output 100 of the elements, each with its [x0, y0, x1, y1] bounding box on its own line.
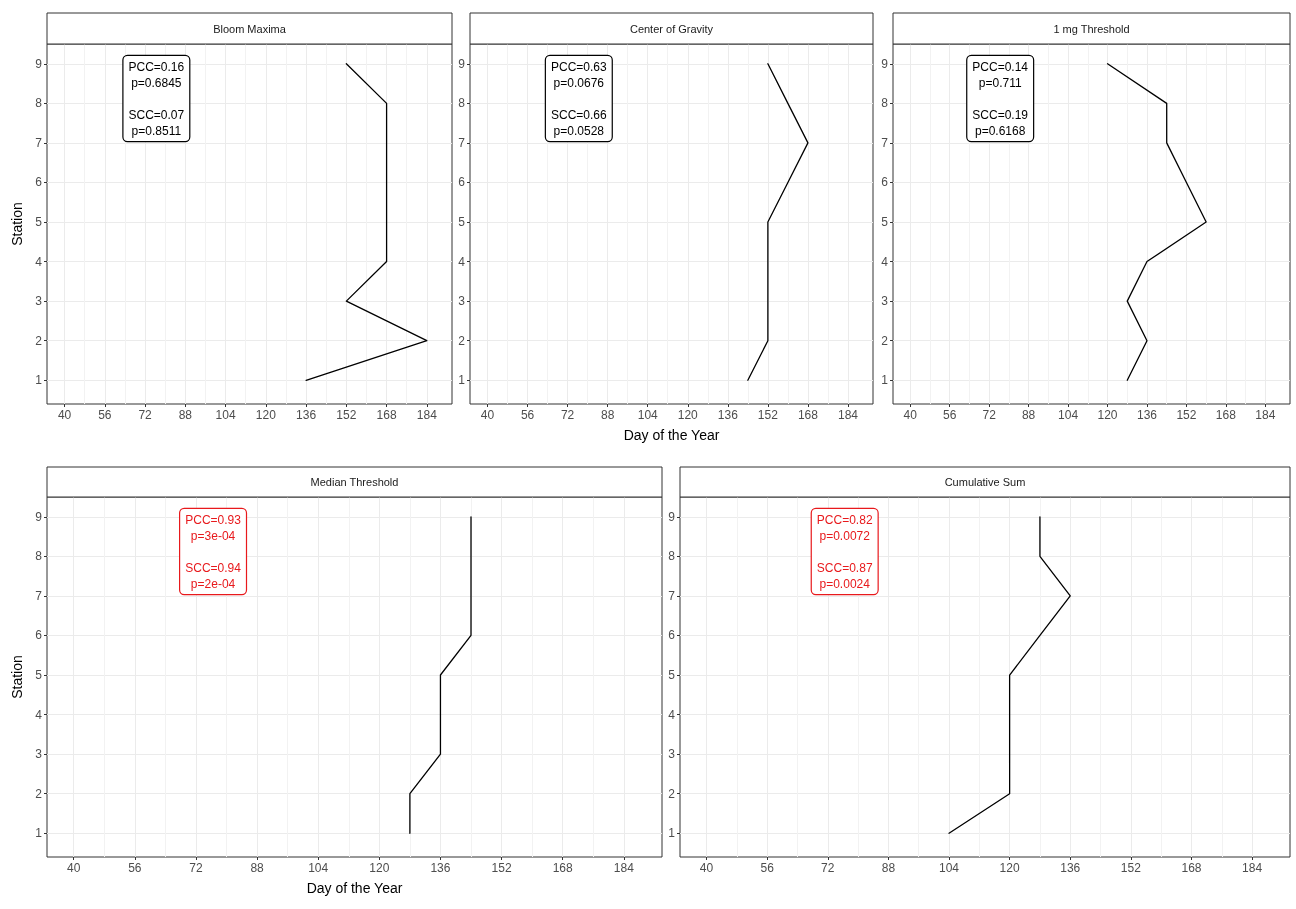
chart-title: 1 mg Threshold [1053, 22, 1130, 35]
y-tick-label: 3 [35, 294, 43, 309]
x-tick-label: 88 [881, 861, 896, 875]
y-tick-label: 7 [35, 135, 43, 150]
x-tick-label: 104 [1058, 408, 1079, 422]
y-tick-label: 5 [35, 215, 43, 230]
x-tick-label: 56 [98, 408, 112, 422]
x-tick-label: 104 [308, 861, 329, 875]
y-tick-label: 3 [881, 294, 889, 309]
x-tick-label: 184 [416, 408, 438, 422]
x-tick-label: 152 [336, 408, 357, 422]
x-tick-label: 120 [999, 861, 1020, 875]
y-tick-label: 4 [881, 254, 889, 269]
x-tick-label: 120 [677, 408, 699, 422]
x-axis-title: Day of the Year [623, 427, 720, 443]
x-tick-label: 56 [760, 861, 775, 875]
y-tick-label: 5 [458, 215, 466, 230]
x-tick-label: 136 [717, 408, 739, 422]
x-tick-label: 152 [1120, 861, 1142, 875]
y-tick-label: 6 [881, 175, 889, 190]
y-tick-label: 6 [458, 175, 466, 190]
x-tick-label: 168 [376, 408, 397, 422]
x-tick-label: 184 [1255, 408, 1276, 422]
y-tick-label: 2 [35, 786, 43, 801]
x-tick-label: 168 [552, 861, 574, 875]
x-tick-label: 120 [369, 861, 390, 875]
y-tick-label: 7 [881, 135, 889, 150]
x-tick-label: 136 [430, 861, 451, 875]
y-tick-label: 8 [35, 549, 43, 564]
x-tick-label: 104 [637, 408, 659, 422]
x-tick-label: 40 [903, 408, 918, 422]
x-axis-title: Day of the Year [306, 880, 403, 896]
text: PCC=0.16 p=0.6845 SCC=0.07 p=0.8511 [128, 60, 185, 138]
x-tick-label: 184 [1242, 861, 1263, 875]
x-tick-label: 184 [613, 861, 635, 875]
x-tick-label: 56 [520, 408, 535, 422]
chart-title: Center of Gravity [629, 22, 714, 35]
x-tick-label: 40 [57, 408, 72, 422]
y-tick-label: 4 [458, 254, 466, 269]
x-tick-label: 40 [480, 408, 495, 422]
y-tick-label: 1 [35, 826, 43, 841]
y-tick-label: 4 [35, 707, 43, 722]
y-tick-label: 9 [458, 56, 466, 71]
y-tick-label: 2 [35, 333, 43, 348]
x-tick-label: 104 [938, 861, 960, 875]
y-tick-label: 7 [35, 588, 43, 603]
x-tick-label: 72 [560, 408, 575, 422]
x-tick-label: 88 [600, 408, 615, 422]
y-tick-label: 6 [35, 628, 43, 643]
y-tick-label: 2 [458, 333, 466, 348]
x-tick-label: 88 [178, 408, 193, 422]
text: PCC=0.82 p=0.0072 SCC=0.87 p=0.0024 [816, 513, 873, 591]
x-tick-label: 72 [982, 408, 997, 422]
y-tick-label: 9 [35, 56, 43, 71]
y-tick-label: 8 [668, 549, 676, 564]
y-tick-label: 2 [881, 333, 889, 348]
x-tick-label: 168 [1215, 408, 1237, 422]
chart-title: Bloom Maxima [213, 22, 287, 35]
x-tick-label: 168 [797, 408, 819, 422]
x-tick-label: 184 [837, 408, 859, 422]
y-tick-label: 2 [668, 786, 676, 801]
y-tick-label: 9 [35, 509, 43, 524]
text: PCC=0.63 p=0.0676 SCC=0.66 p=0.0528 [550, 60, 607, 138]
x-tick-label: 152 [757, 408, 779, 422]
y-tick-label: 1 [668, 826, 676, 841]
y-tick-label: 5 [668, 668, 676, 683]
y-tick-label: 5 [35, 668, 43, 683]
y-tick-label: 1 [458, 373, 466, 388]
text: PCC=0.14 p=0.711 SCC=0.19 p=0.6168 [972, 60, 1029, 138]
text: PCC=0.93 p=3e-04 SCC=0.94 p=2e-04 [185, 513, 241, 591]
y-tick-label: 8 [458, 96, 466, 111]
y-tick-label: 6 [668, 628, 676, 643]
y-tick-label: 8 [881, 96, 889, 111]
y-tick-label: 4 [35, 254, 43, 269]
y-tick-label: 7 [668, 588, 676, 603]
chart-title: Cumulative Sum [944, 476, 1026, 488]
x-tick-label: 88 [250, 861, 265, 875]
y-tick-label: 3 [458, 294, 466, 309]
x-tick-label: 104 [215, 408, 236, 422]
x-tick-label: 72 [189, 861, 203, 875]
y-tick-label: 3 [668, 747, 676, 762]
y-tick-label: 9 [881, 56, 889, 71]
y-tick-label: 5 [881, 215, 889, 230]
y-tick-label: 4 [668, 707, 676, 722]
y-tick-label: 9 [668, 509, 676, 524]
x-tick-label: 136 [296, 408, 317, 422]
x-tick-label: 56 [128, 861, 142, 875]
x-tick-label: 120 [1097, 408, 1118, 422]
x-tick-label: 136 [1060, 861, 1081, 875]
chart-title: Median Threshold [310, 476, 399, 488]
x-tick-label: 40 [699, 861, 714, 875]
y-tick-label: 7 [458, 135, 466, 150]
x-tick-label: 152 [491, 861, 512, 875]
y-tick-label: 6 [35, 175, 43, 190]
x-tick-label: 152 [1176, 408, 1197, 422]
x-tick-label: 136 [1136, 408, 1158, 422]
y-tick-label: 1 [35, 373, 43, 388]
x-tick-label: 88 [1021, 408, 1036, 422]
x-tick-label: 56 [943, 408, 957, 422]
x-tick-label: 168 [1181, 861, 1202, 875]
